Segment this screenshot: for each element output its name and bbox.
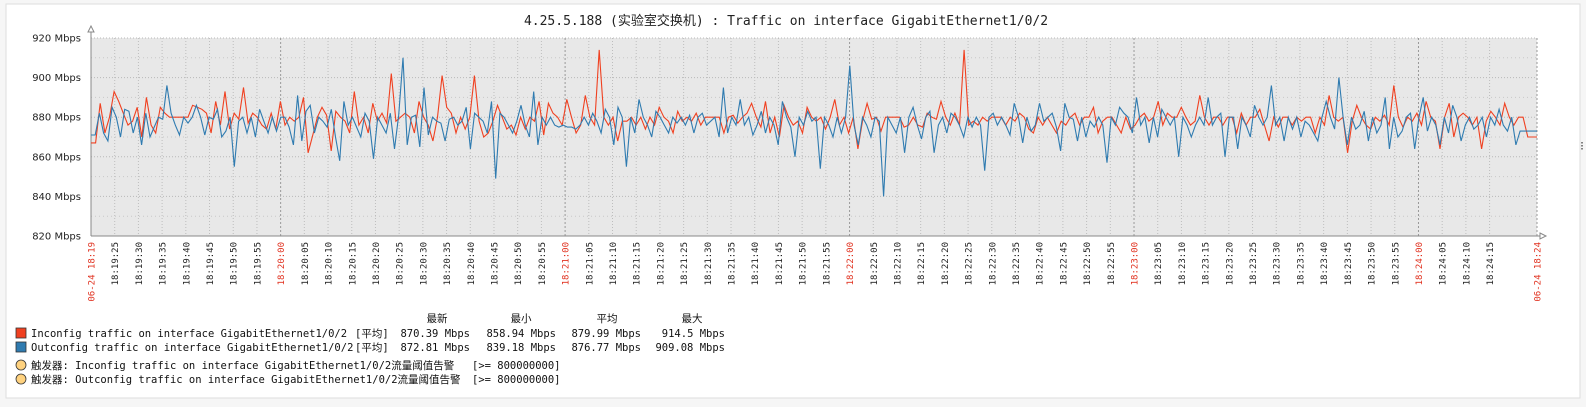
resize-handle[interactable]: · · · <box>1579 138 1586 155</box>
x-tick-label: 18:20:45 <box>490 242 500 285</box>
x-tick-label: 18:21:35 <box>728 242 738 285</box>
x-tick-label: 18:21:50 <box>799 242 809 285</box>
legend-agg-tag: [平均] <box>355 342 389 354</box>
x-tick-label: 18:22:30 <box>988 242 998 285</box>
x-tick-label: 18:21:30 <box>704 242 714 285</box>
y-axis-arrow <box>87 24 95 33</box>
legend-swatch-out <box>15 341 27 353</box>
x-tick-label: 18:22:50 <box>1083 242 1093 285</box>
x-tick-label: 18:21:40 <box>751 242 761 285</box>
x-tick-label: 18:21:00 <box>562 242 572 285</box>
x-tick-label: 18:23:05 <box>1154 242 1164 285</box>
legend-agg-tag: [平均] <box>355 328 389 340</box>
x-tick-label: 18:23:45 <box>1344 242 1354 285</box>
x-tick-label: 18:24:15 <box>1486 242 1496 285</box>
x-tick-label: 18:22:40 <box>1036 242 1046 285</box>
y-tick-label: 880 Mbps <box>32 113 81 124</box>
legend-label: Inconfig traffic on interface GigabitEth… <box>31 328 347 340</box>
x-tick-label: 18:21:05 <box>585 242 595 285</box>
trigger-condition: [>= 800000000] <box>472 360 561 372</box>
x-tick-label: 18:19:25 <box>111 242 121 285</box>
y-tick-label: 900 Mbps <box>32 73 81 84</box>
x-tick-label: 18:21:55 <box>822 242 832 285</box>
x-tick-label: 18:20:25 <box>396 242 406 285</box>
x-tick-label: 18:21:45 <box>775 242 785 285</box>
legend-column-header: 最大 <box>682 312 703 325</box>
x-tick-label: 18:20:55 <box>538 242 548 285</box>
x-tick-label: 18:23:10 <box>1178 242 1188 285</box>
x-tick-label: 18:23:50 <box>1368 242 1378 285</box>
legend-value: 872.81 Mbps <box>400 342 470 354</box>
legend-column-header: 最小 <box>511 313 532 325</box>
x-tick-label: 18:24:05 <box>1439 242 1449 285</box>
x-tick-label: 18:24:00 <box>1415 242 1425 285</box>
x-tick-label: 18:20:20 <box>372 242 382 285</box>
x-tick-label: 18:21:20 <box>656 242 666 285</box>
x-tick-label: 18:20:30 <box>419 242 429 285</box>
legend-value: 858.94 Mbps <box>486 328 556 340</box>
trigger-icon <box>15 373 27 385</box>
x-tick-label: 18:23:30 <box>1273 242 1283 285</box>
legend-swatch-in <box>15 327 27 339</box>
x-tick-label: 18:23:15 <box>1202 242 1212 285</box>
x-tick-label: 18:23:35 <box>1296 242 1306 285</box>
x-axis-arrow <box>1539 232 1548 240</box>
x-tick-label: 18:22:25 <box>965 242 975 285</box>
x-tick-label: 18:22:45 <box>1059 242 1069 285</box>
x-tick-label: 18:23:40 <box>1320 242 1330 285</box>
legend-value: 909.08 Mbps <box>655 342 725 354</box>
x-tick-label: 18:20:35 <box>443 242 453 285</box>
legend-column-header: 最新 <box>427 312 448 325</box>
x-tick-label: 18:19:55 <box>253 242 263 285</box>
x-tick-label: 18:20:15 <box>348 242 358 285</box>
x-tick-label: 18:19:30 <box>135 242 145 285</box>
x-tick-label: 18:22:55 <box>1107 242 1117 285</box>
legend-value: 839.18 Mbps <box>486 342 556 354</box>
x-tick-label: 18:24:10 <box>1462 242 1472 285</box>
x-tick-label: 18:21:15 <box>633 242 643 285</box>
x-tick-label: 06-24 18:19 <box>88 242 98 302</box>
x-tick-label: 18:19:35 <box>159 242 169 285</box>
x-tick-label: 18:19:45 <box>206 242 216 285</box>
x-tick-label: 18:20:40 <box>467 242 477 285</box>
legend-value: 870.39 Mbps <box>400 328 470 340</box>
legend-value: 879.99 Mbps <box>571 328 641 340</box>
trigger-icon <box>15 359 27 371</box>
y-tick-label: 820 Mbps <box>32 232 81 243</box>
x-tick-label: 18:22:05 <box>870 242 880 285</box>
trigger-label: 触发器: Inconfig traffic on interface Gigab… <box>31 359 455 372</box>
x-tick-label: 18:22:20 <box>941 242 951 285</box>
x-tick-label: 18:22:15 <box>917 242 927 285</box>
x-tick-label: 18:21:10 <box>609 242 619 285</box>
legend-column-header: 平均 <box>597 313 618 325</box>
trigger-label: 触发器: Outconfig traffic on interface Giga… <box>31 373 461 386</box>
x-tick-label: 18:20:05 <box>301 242 311 285</box>
x-tick-label: 18:19:40 <box>182 242 192 285</box>
legend-label: Outconfig traffic on interface GigabitEt… <box>31 342 353 354</box>
x-tick-label: 18:20:00 <box>277 242 287 285</box>
trigger-condition: [>= 800000000] <box>472 374 561 386</box>
series-line-out <box>91 57 1537 197</box>
y-tick-label: 920 Mbps <box>32 34 81 45</box>
x-tick-label: 18:23:25 <box>1249 242 1259 285</box>
x-tick-label: 18:22:00 <box>846 242 856 285</box>
y-tick-label: 860 Mbps <box>32 152 81 163</box>
x-tick-label: 18:20:50 <box>514 242 524 285</box>
x-tick-label: 18:23:20 <box>1225 242 1235 285</box>
legend-value: 876.77 Mbps <box>571 342 641 354</box>
chart-title: 4.25.5.188 (实验室交换机) : Traffic on interfa… <box>524 13 1048 29</box>
x-tick-label: 18:20:10 <box>325 242 335 285</box>
y-tick-label: 840 Mbps <box>32 192 81 203</box>
x-tick-label: 18:23:00 <box>1131 242 1141 285</box>
x-tick-label: 06-24 18:24 <box>1534 242 1544 302</box>
x-tick-label: 18:23:55 <box>1391 242 1401 285</box>
x-tick-label: 18:22:10 <box>893 242 903 285</box>
legend-value: 914.5 Mbps <box>662 328 725 340</box>
x-tick-label: 18:21:25 <box>680 242 690 285</box>
x-tick-label: 18:22:35 <box>1012 242 1022 285</box>
x-tick-label: 18:19:50 <box>230 242 240 285</box>
